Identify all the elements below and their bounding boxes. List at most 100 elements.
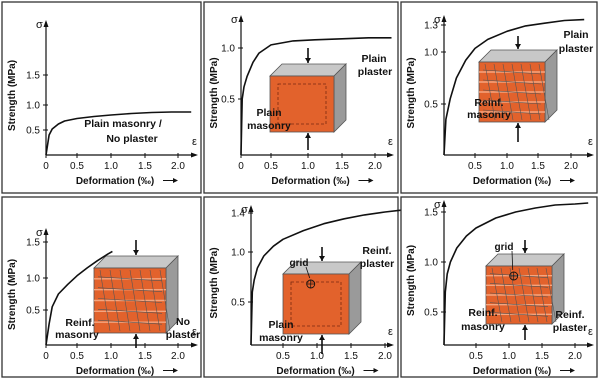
x-title-arrow-head xyxy=(368,178,374,183)
mesh-bar xyxy=(545,267,557,323)
x-axis-symbol: ε xyxy=(588,136,593,148)
y-axis-title: Strength (MPa) xyxy=(7,259,18,330)
mesh-bar xyxy=(511,63,523,121)
x-axis-title: Deformation (‰) xyxy=(76,366,154,377)
x-tick-label: 1.0 xyxy=(301,161,315,172)
y-tick-label: 1.0 xyxy=(424,258,438,269)
annotation-label: Reinf. xyxy=(555,309,584,321)
x-tick-label: 2.0 xyxy=(171,351,185,362)
series-line xyxy=(240,37,392,156)
block-front-face xyxy=(269,75,335,133)
x-title-arrow-head xyxy=(373,368,379,373)
annotation-label: masonry xyxy=(467,109,511,121)
panel-frame xyxy=(1,1,202,194)
mesh-bar xyxy=(119,269,131,332)
annotation-label: No plaster xyxy=(106,133,157,145)
mesh-bar xyxy=(482,99,542,105)
x-tick-label: 1.5 xyxy=(335,161,349,172)
y-axis-title: Strength (MPa) xyxy=(209,247,220,318)
x-tick-label: 0.5 xyxy=(276,351,290,362)
y-tick-label: 0.5 xyxy=(26,306,40,317)
y-axis-arrow xyxy=(43,228,49,235)
mesh-bar xyxy=(139,269,151,332)
x-tick-label: 0.5 xyxy=(70,161,84,172)
x-tick-label: 1.0 xyxy=(104,351,118,362)
load-arrow-top-head xyxy=(515,44,521,49)
block-top-face xyxy=(269,63,347,77)
y-tick-label: 1.0 xyxy=(26,274,40,285)
x-axis-title: Deformation (‰) xyxy=(473,176,551,187)
annotation-label: No xyxy=(176,316,190,328)
x-title-arrow-head xyxy=(570,368,575,373)
x-tick-label: 0.5 xyxy=(469,351,483,362)
x-tick-label: 0 xyxy=(238,161,244,172)
x-tick-label: 1.5 xyxy=(138,161,152,172)
load-arrow-bottom-head xyxy=(515,123,521,128)
y-axis-arrow xyxy=(441,15,447,22)
y-tick-label: 1.0 xyxy=(221,44,235,55)
y-tick-label: 1.3 xyxy=(424,21,438,32)
annotation-label: Plain xyxy=(563,29,588,41)
x-tick-label: 1.0 xyxy=(104,161,118,172)
x-axis-arrow xyxy=(191,342,198,348)
y-tick-label: 1.5 xyxy=(424,208,438,219)
annotation-label: grid xyxy=(290,258,309,269)
x-axis-symbol: ε xyxy=(192,136,197,148)
annotation-label: masonry xyxy=(259,332,303,344)
y-axis-symbol: σ xyxy=(231,14,238,26)
y-tick-label: 1.4 xyxy=(231,209,245,220)
mesh-bar xyxy=(518,267,530,323)
x-tick-label: 0.5 xyxy=(468,161,482,172)
y-axis-arrow xyxy=(238,15,244,22)
block-front-face xyxy=(282,273,350,335)
y-tick-label: 1.0 xyxy=(26,101,40,112)
block-side-face xyxy=(348,261,362,335)
mesh-bar xyxy=(538,63,550,121)
series-line xyxy=(45,250,113,346)
load-arrow-top-head xyxy=(522,248,528,253)
load-arrow-top-head xyxy=(305,58,311,63)
mesh-bar xyxy=(97,298,163,303)
load-arrow-bottom-head xyxy=(133,334,139,339)
mesh-bar xyxy=(97,276,163,282)
y-axis-title: Strength (MPa) xyxy=(406,245,417,316)
x-axis-symbol: ε xyxy=(388,326,393,338)
mesh-bar xyxy=(493,63,505,121)
series-line xyxy=(250,209,403,346)
x-axis-title: Deformation (‰) xyxy=(271,176,349,187)
load-arrow-bottom-head xyxy=(522,325,528,330)
chart-panel-5: σ ε 0.5 1.0 1.4 0.5 1.0 1.5 2.0 Strength (MPa) Def… xyxy=(203,196,403,378)
annotation-label: grid xyxy=(495,242,514,253)
series-line xyxy=(443,202,589,346)
block-top-face xyxy=(478,49,558,63)
mesh-bar xyxy=(489,273,549,278)
mesh-bar xyxy=(489,283,549,288)
y-axis-arrow xyxy=(43,20,49,27)
x-tick-label: 2.0 xyxy=(171,161,185,172)
annotation-label: Reinf. xyxy=(362,245,391,257)
y-axis-title: Strength (MPa) xyxy=(406,57,417,128)
x-tick-label: 0.5 xyxy=(70,351,84,362)
block-top-face xyxy=(93,255,179,269)
x-axis-arrow xyxy=(587,342,594,348)
mesh-bar xyxy=(482,79,542,85)
mesh-bar xyxy=(500,267,512,323)
x-axis-symbol: ε xyxy=(388,136,393,148)
series-line xyxy=(443,18,585,156)
x-title-arrow-head xyxy=(570,178,575,183)
x-axis-arrow xyxy=(587,152,594,158)
mesh-bar xyxy=(159,269,171,332)
chart-panel-1: σ ε 0.5 1.0 1.5 0 0.5 1.0 1.5 2.0 Strength (MPa) De… xyxy=(1,1,202,194)
x-title-arrow-head xyxy=(173,368,178,373)
x-tick-label: 1.5 xyxy=(138,351,152,362)
y-axis-arrow xyxy=(248,205,254,212)
load-arrow-bottom-head xyxy=(305,133,311,138)
block-side-face xyxy=(333,63,347,133)
y-axis-symbol: σ xyxy=(434,199,441,211)
x-axis-arrow xyxy=(387,342,394,348)
annotation-label: Reinf. xyxy=(65,317,94,329)
mesh-bar xyxy=(482,69,542,75)
annotation-label: plaster xyxy=(360,258,394,270)
y-tick-label: 1.5 xyxy=(26,238,40,249)
